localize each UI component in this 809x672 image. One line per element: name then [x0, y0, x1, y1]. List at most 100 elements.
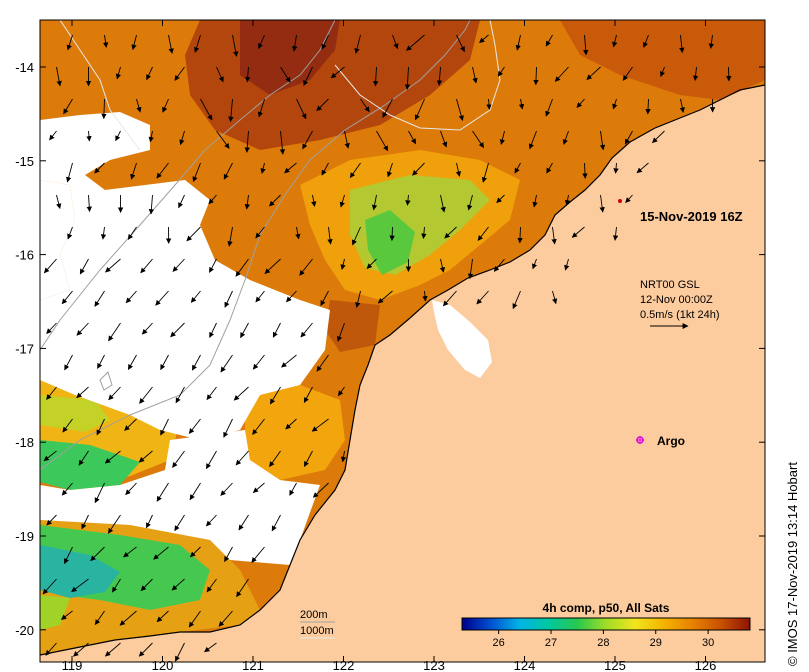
current-vector — [64, 354, 73, 371]
current-vector — [160, 418, 169, 436]
current-vector — [108, 322, 121, 342]
current-vector — [330, 66, 345, 79]
current-vector — [679, 98, 685, 113]
current-vector — [244, 130, 250, 153]
colorbar-tick-label: 28 — [597, 637, 609, 649]
current-vector — [299, 258, 313, 276]
current-vector — [271, 514, 281, 532]
current-vector — [406, 34, 425, 51]
colorbar-ticks: 26 27 28 29 30 — [493, 630, 714, 649]
current-vector — [86, 130, 92, 142]
current-vector — [216, 66, 224, 83]
current-vector — [405, 194, 411, 206]
contour-legend-1000m: 1000m — [300, 625, 334, 637]
current-vector — [576, 98, 585, 109]
current-vector — [562, 130, 569, 145]
current-vector — [191, 354, 201, 371]
current-vector — [124, 418, 137, 431]
current-vector — [279, 130, 286, 155]
current-vector — [101, 98, 107, 120]
current-vector — [636, 162, 649, 174]
current-vector — [652, 130, 665, 144]
current-vector — [216, 130, 230, 149]
current-vector — [708, 34, 715, 49]
current-vector — [175, 386, 185, 404]
colorbar-tick-label: 30 — [702, 637, 714, 649]
timestamp-marker — [618, 199, 622, 203]
current-vector — [127, 354, 137, 370]
lon-tick-label: 123 — [423, 658, 445, 672]
current-vector — [78, 450, 89, 466]
current-vector — [235, 258, 249, 277]
current-vector — [125, 290, 137, 304]
current-vector — [476, 290, 489, 305]
current-vector — [220, 354, 233, 373]
current-vector — [286, 290, 297, 303]
current-vector — [43, 258, 57, 274]
current-vector — [531, 258, 538, 270]
current-vector — [497, 66, 505, 77]
current-vector — [188, 610, 201, 628]
current-vector — [366, 258, 377, 269]
current-vector — [162, 98, 169, 113]
current-vector — [281, 354, 297, 368]
current-vector — [42, 578, 57, 595]
current-vector — [692, 66, 699, 82]
current-vector — [257, 98, 265, 118]
current-vector — [264, 258, 281, 274]
current-vector — [79, 258, 89, 275]
current-vector — [284, 162, 297, 174]
current-vector — [545, 98, 553, 117]
current-vector — [220, 482, 233, 496]
current-vector — [472, 66, 478, 84]
colorbar — [461, 617, 751, 631]
current-vector — [235, 450, 249, 466]
current-vector — [172, 258, 185, 272]
current-vector — [371, 194, 378, 211]
current-vector — [136, 98, 142, 113]
current-vector — [104, 450, 121, 464]
current-vector — [131, 34, 137, 51]
current-vector — [224, 290, 233, 308]
current-vector — [512, 290, 521, 310]
current-vector — [622, 66, 633, 81]
current-vector — [612, 98, 618, 110]
lat-tick-label: -15 — [15, 154, 34, 169]
lon-tick-label: 122 — [333, 658, 355, 672]
current-vector — [377, 290, 393, 304]
current-vector — [156, 162, 169, 179]
current-vector — [200, 98, 213, 121]
current-vector — [236, 578, 249, 598]
current-vector — [528, 130, 537, 150]
colorbar-tick-label: 26 — [493, 637, 505, 649]
current-vector — [179, 130, 185, 146]
current-vector — [386, 162, 393, 178]
current-vector — [467, 258, 474, 280]
current-vector — [477, 226, 489, 241]
current-vector — [227, 226, 233, 247]
current-vector — [382, 98, 393, 118]
current-vector — [108, 386, 121, 401]
current-vector — [486, 98, 492, 110]
current-vector — [140, 578, 153, 592]
current-vector — [300, 322, 313, 338]
current-vector — [321, 34, 329, 50]
current-vector — [155, 290, 169, 306]
current-vector — [612, 226, 619, 241]
current-vector — [205, 450, 217, 470]
current-vector — [49, 130, 57, 141]
current-vector — [442, 290, 457, 307]
current-vector — [100, 226, 107, 240]
current-vector — [337, 386, 345, 397]
current-vector — [105, 258, 121, 273]
current-vector — [66, 34, 73, 51]
current-vector — [218, 610, 233, 627]
current-vector — [303, 66, 313, 86]
longitude-axis: 119 120 121 122 123 124 125 126 — [62, 20, 717, 672]
current-vector — [119, 610, 137, 626]
current-vector — [404, 66, 411, 90]
current-vector — [209, 322, 217, 338]
current-vector — [139, 386, 153, 404]
lon-tick-label: 126 — [695, 658, 717, 672]
colorbar-tick-label: 29 — [650, 637, 662, 649]
